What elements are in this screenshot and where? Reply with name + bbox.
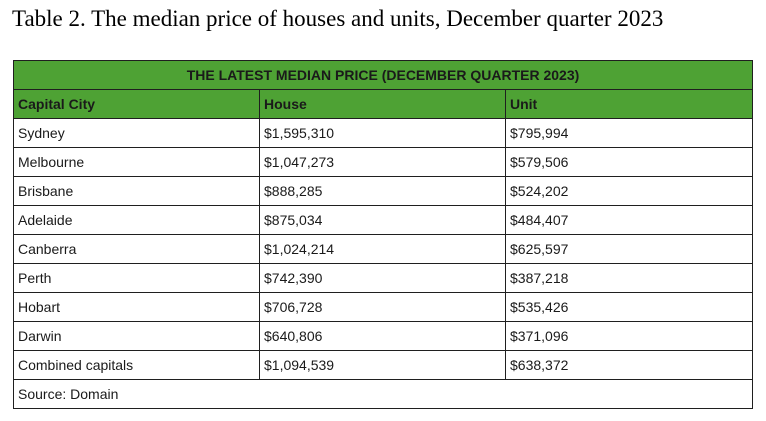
table-header-row: Capital City House Unit [13, 89, 754, 119]
cell-city: Darwin [13, 321, 260, 351]
cell-house: $1,595,310 [259, 118, 506, 148]
table-row: Hobart $706,728 $535,426 [13, 292, 754, 322]
cell-unit: $795,994 [504, 118, 754, 148]
table-caption: Table 2. The median price of houses and … [12, 6, 664, 31]
cell-unit: $579,506 [504, 147, 754, 177]
table-row: Canberra $1,024,214 $625,597 [13, 234, 754, 264]
median-price-table: THE LATEST MEDIAN PRICE (DECEMBER QUARTE… [12, 60, 754, 409]
cell-city: Perth [13, 263, 260, 293]
cell-city: Hobart [13, 292, 260, 322]
cell-unit: $625,597 [504, 234, 754, 264]
cell-city: Melbourne [13, 147, 260, 177]
table-row: Melbourne $1,047,273 $579,506 [13, 147, 754, 177]
table-row: Combined capitals $1,094,539 $638,372 [13, 350, 754, 380]
table-row: Brisbane $888,285 $524,202 [13, 176, 754, 206]
cell-city: Sydney [13, 118, 260, 148]
cell-unit: $535,426 [504, 292, 754, 322]
cell-city: Canberra [13, 234, 260, 264]
table-banner: THE LATEST MEDIAN PRICE (DECEMBER QUARTE… [12, 60, 754, 90]
cell-house: $742,390 [259, 263, 506, 293]
table-row: Sydney $1,595,310 $795,994 [13, 118, 754, 148]
cell-city: Adelaide [13, 205, 260, 235]
source-note: Source: Domain [12, 379, 754, 409]
cell-unit: $524,202 [504, 176, 754, 206]
cell-house: $1,094,539 [259, 350, 506, 380]
column-header-house: House [259, 89, 506, 119]
cell-unit: $484,407 [504, 205, 754, 235]
column-header-unit: Unit [504, 89, 754, 119]
cell-house: $640,806 [259, 321, 506, 351]
cell-house: $1,047,273 [259, 147, 506, 177]
cell-unit: $387,218 [504, 263, 754, 293]
cell-unit: $371,096 [504, 321, 754, 351]
source-row: Source: Domain [12, 379, 754, 409]
cell-house: $888,285 [259, 176, 506, 206]
cell-unit: $638,372 [504, 350, 754, 380]
cell-city: Combined capitals [13, 350, 260, 380]
table-row: Perth $742,390 $387,218 [13, 263, 754, 293]
table-row: Darwin $640,806 $371,096 [13, 321, 754, 351]
cell-house: $706,728 [259, 292, 506, 322]
cell-city: Brisbane [13, 176, 260, 206]
table-row: Adelaide $875,034 $484,407 [13, 205, 754, 235]
cell-house: $1,024,214 [259, 234, 506, 264]
cell-house: $875,034 [259, 205, 506, 235]
column-header-capital-city: Capital City [13, 89, 260, 119]
table-banner-row: THE LATEST MEDIAN PRICE (DECEMBER QUARTE… [12, 60, 754, 90]
